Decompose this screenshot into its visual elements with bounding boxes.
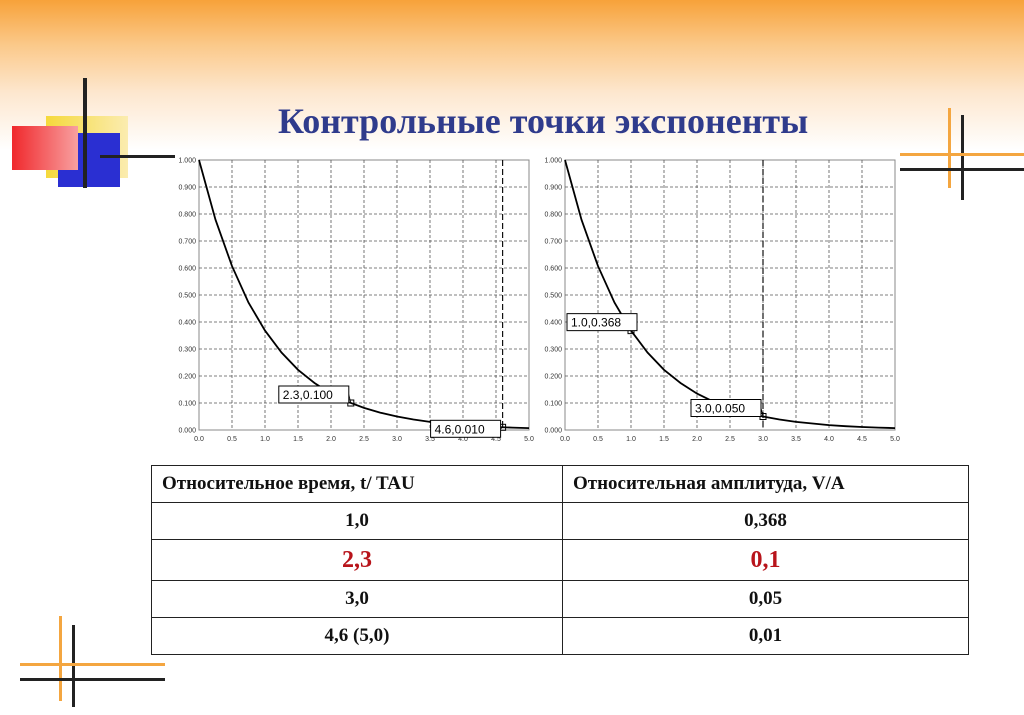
deco-right-dark-hline [900,168,1024,171]
deco-bottom-dark-vline [72,625,75,707]
deco-bottom-dark-hline [20,678,165,681]
table-row-highlighted: 2,3 0,1 [151,539,969,581]
x-tick-label: 1.0 [260,436,270,443]
table-header: Относительная амплитуда, V/A [562,465,969,503]
page-title: Контрольные точки экспоненты [278,101,809,141]
x-tick-label: 5.0 [890,436,900,443]
y-tick-label: 0.700 [544,239,562,246]
table-cell: 0,1 [562,539,969,581]
x-tick-label: 3.0 [758,436,768,443]
y-tick-label: 0.300 [178,347,196,354]
y-tick-label: 1.000 [178,158,196,165]
y-tick-label: 0.400 [544,320,562,327]
x-tick-label: 4.5 [857,436,867,443]
x-tick-label: 2.0 [326,436,336,443]
annotation-label: 3.0,0.050 [695,402,745,416]
y-tick-label: 0.100 [544,401,562,408]
y-tick-label: 0.000 [544,428,562,435]
y-tick-label: 0.500 [544,293,562,300]
x-tick-label: 3.5 [425,436,435,443]
x-tick-label: 2.5 [725,436,735,443]
x-tick-label: 3.5 [791,436,801,443]
x-tick-label: 4.0 [458,436,468,443]
header-banner [0,0,1024,150]
table-cell: 4,6 (5,0) [151,617,563,655]
annotation-box [430,419,502,438]
table-cell: 3,0 [151,580,563,618]
table-header: Относительное время, t/ TAU [151,465,563,503]
y-tick-label: 0.600 [544,266,562,273]
x-tick-label: 0.5 [593,436,603,443]
table-cell: 1,0 [151,502,563,540]
y-tick-label: 0.600 [178,266,196,273]
deco-right-orange-hline [900,153,1024,156]
table-header-row: Относительное время, t/ TAU Относительна… [151,465,969,503]
table-row: 4,6 (5,0) 0,01 [151,617,969,655]
annotation-label: 2.3,0.100 [283,388,333,402]
deco-right-dark-vline [961,115,964,200]
x-tick-label: 4.0 [824,436,834,443]
x-tick-label: 1.5 [293,436,303,443]
chart-right: 0.000 0.100 0.200 0.300 0.400 0.500 0.600 0.700… [536,152,900,452]
x-tick-label: 0.5 [227,436,237,443]
table-row: 1,0 0,368 [151,502,969,540]
data-table: Относительное время, t/ TAU Относительна… [151,465,969,655]
table-cell: 0,01 [562,617,969,655]
y-tick-label: 0.900 [178,185,196,192]
x-tick-label: 2.5 [359,436,369,443]
y-tick-label: 0.900 [544,185,562,192]
y-tick-label: 0.100 [178,401,196,408]
y-tick-label: 0.700 [178,239,196,246]
chart-left: 0.000 0.100 0.200 0.300 0.400 0.500 0.600 0.700… [170,152,534,452]
annotation-box [690,399,762,417]
annotation-box [566,313,638,332]
deco-bottom-orange-hline [20,663,165,666]
x-tick-label: 0.0 [560,436,570,443]
y-tick-label: 0.200 [178,374,196,381]
deco-horizontal-line [100,155,175,158]
table-cell: 2,3 [151,539,563,581]
x-tick-label: 0.0 [194,436,204,443]
table-row: 3,0 0,05 [151,580,969,618]
deco-bottom-orange-vline [59,616,62,701]
table-cell: 0,05 [562,580,969,618]
x-tick-label: 3.0 [392,436,402,443]
y-tick-label: 0.800 [544,212,562,219]
table-cell: 0,368 [562,502,969,540]
y-tick-label: 0.400 [178,320,196,327]
deco-red-square [12,126,78,170]
x-tick-label: 2.0 [692,436,702,443]
x-tick-label: 1.0 [626,436,636,443]
deco-right-orange-vline [948,108,951,188]
y-tick-label: 1.000 [544,158,562,165]
annotation-box [278,385,350,404]
chart-right-svg: 0.000 0.100 0.200 0.300 0.400 0.500 0.600 0.700… [544,158,900,444]
deco-vertical-line [83,78,87,188]
y-tick-label: 0.300 [544,347,562,354]
y-tick-label: 0.200 [544,374,562,381]
x-tick-label: 1.5 [659,436,669,443]
x-tick-label: 4.5 [491,436,501,443]
x-tick-label: 5.0 [524,436,534,443]
annotation-label: 4.6,0.010 [435,422,485,436]
chart-left-svg: 0.000 0.100 0.200 0.300 0.400 0.500 0.600 0.700… [178,158,534,444]
y-tick-label: 0.500 [178,293,196,300]
y-tick-label: 0.800 [178,212,196,219]
y-tick-label: 0.000 [178,428,196,435]
annotation-label: 1.0,0.368 [571,316,621,330]
